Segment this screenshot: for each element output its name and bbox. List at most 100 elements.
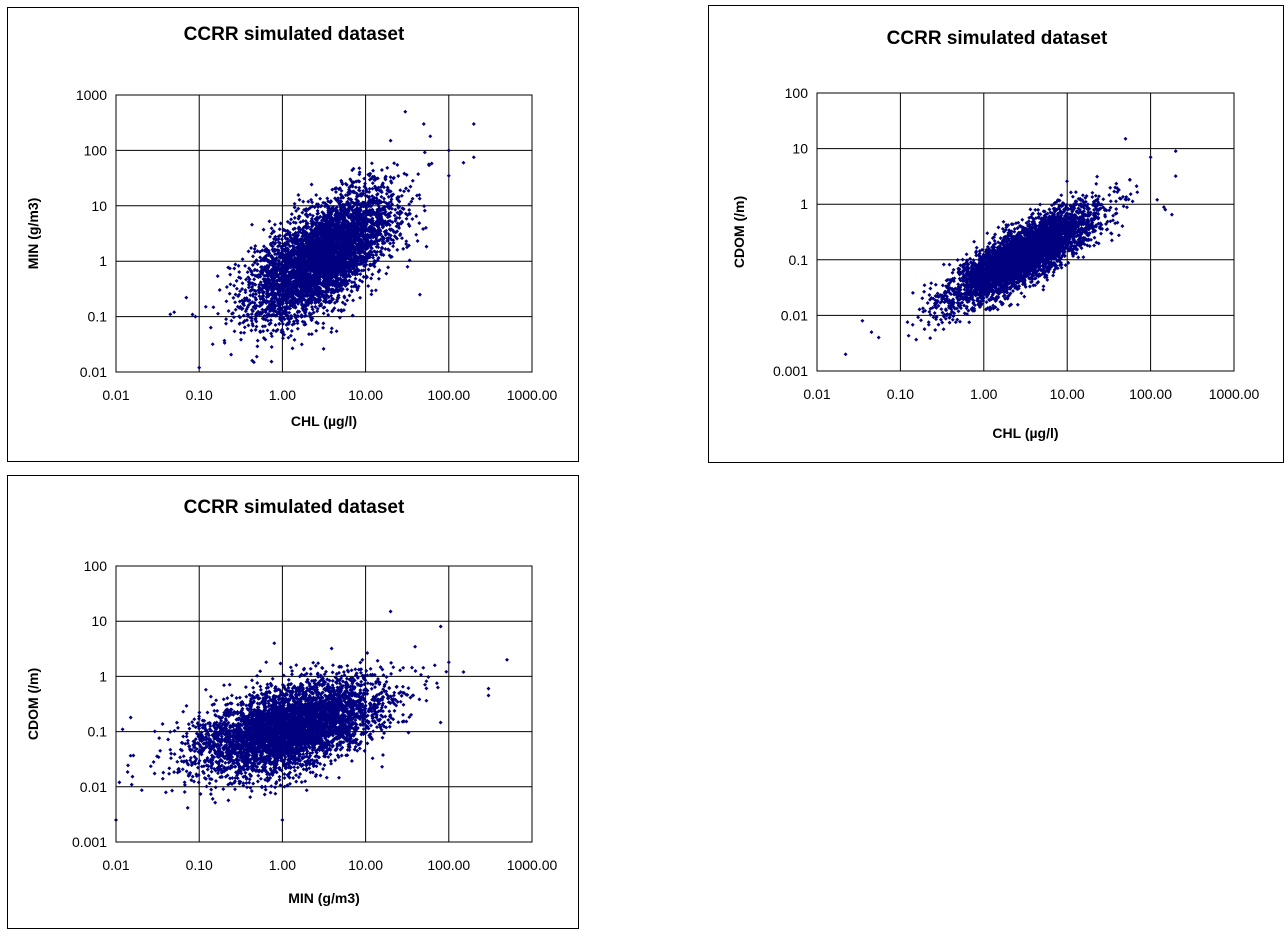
data-point	[241, 257, 245, 261]
data-point	[405, 217, 409, 221]
data-points	[168, 110, 475, 370]
data-point	[358, 296, 362, 300]
data-point	[250, 223, 254, 227]
data-point	[314, 193, 318, 197]
data-point	[392, 161, 396, 165]
data-point	[370, 289, 374, 293]
data-point	[233, 300, 237, 304]
data-point	[416, 172, 420, 176]
data-point	[369, 276, 373, 280]
data-point	[404, 186, 408, 190]
data-point	[232, 284, 236, 288]
data-point	[409, 185, 413, 189]
data-point	[371, 181, 375, 185]
data-point	[234, 308, 238, 312]
data-point	[396, 174, 400, 178]
data-point	[325, 196, 329, 200]
data-point	[252, 277, 256, 281]
data-point	[255, 344, 259, 348]
data-point	[211, 342, 215, 346]
data-point	[318, 197, 322, 201]
data-point	[368, 187, 372, 191]
data-point	[348, 294, 352, 298]
data-point	[242, 331, 246, 335]
data-point	[411, 179, 415, 183]
data-point	[232, 315, 236, 319]
data-point	[351, 298, 355, 302]
data-point	[289, 314, 293, 318]
data-point	[401, 247, 405, 251]
data-point	[296, 193, 300, 197]
data-point	[224, 322, 228, 326]
data-point	[262, 228, 266, 232]
data-point	[274, 323, 278, 327]
data-point	[243, 264, 247, 268]
data-point	[385, 166, 389, 170]
data-point	[358, 272, 362, 276]
data-point	[386, 265, 390, 269]
data-point	[325, 309, 329, 313]
data-point	[246, 323, 250, 327]
data-point	[289, 217, 293, 221]
data-point	[291, 346, 295, 350]
data-point	[266, 328, 270, 332]
data-point	[270, 345, 274, 349]
data-point	[191, 313, 195, 317]
data-point	[398, 188, 402, 192]
data-point	[366, 284, 370, 288]
data-point	[334, 190, 338, 194]
data-point	[406, 265, 410, 269]
data-point	[307, 332, 311, 336]
data-point	[224, 299, 228, 303]
data-point	[293, 202, 297, 206]
data-point	[391, 244, 395, 248]
data-point	[407, 189, 411, 193]
data-point	[239, 338, 243, 342]
data-point	[216, 312, 220, 316]
data-point	[256, 339, 260, 343]
data-point	[407, 208, 411, 212]
data-point	[261, 329, 265, 333]
data-point	[296, 321, 300, 325]
data-point	[363, 182, 367, 186]
data-point	[228, 273, 232, 277]
data-point	[253, 244, 257, 248]
data-point	[414, 214, 418, 218]
data-point	[293, 216, 297, 220]
data-point	[232, 267, 236, 271]
data-point	[250, 319, 254, 323]
data-point	[268, 235, 272, 239]
data-point	[216, 274, 220, 278]
data-point	[301, 200, 305, 204]
data-point	[278, 227, 282, 231]
data-point	[211, 305, 215, 309]
data-point	[222, 339, 226, 343]
data-point	[369, 292, 373, 296]
data-point	[423, 150, 427, 154]
data-point	[422, 204, 426, 208]
data-point	[425, 245, 429, 249]
data-point	[267, 219, 271, 223]
data-point	[374, 288, 378, 292]
data-point	[345, 298, 349, 302]
data-point	[229, 319, 233, 323]
data-point	[374, 253, 378, 257]
data-point	[384, 272, 388, 276]
data-point	[377, 277, 381, 281]
data-point	[417, 221, 421, 225]
data-point	[370, 272, 374, 276]
data-point	[269, 318, 273, 322]
data-point	[277, 322, 281, 326]
data-point	[423, 209, 427, 213]
data-point	[350, 289, 354, 293]
data-point	[239, 331, 243, 335]
chart-title: CCRR simulated dataset	[184, 24, 405, 45]
data-point	[270, 360, 274, 364]
data-point	[273, 223, 277, 227]
data-point	[357, 166, 361, 170]
data-point	[370, 161, 374, 165]
data-point	[296, 327, 300, 331]
data-point	[293, 338, 297, 342]
data-point	[354, 185, 358, 189]
